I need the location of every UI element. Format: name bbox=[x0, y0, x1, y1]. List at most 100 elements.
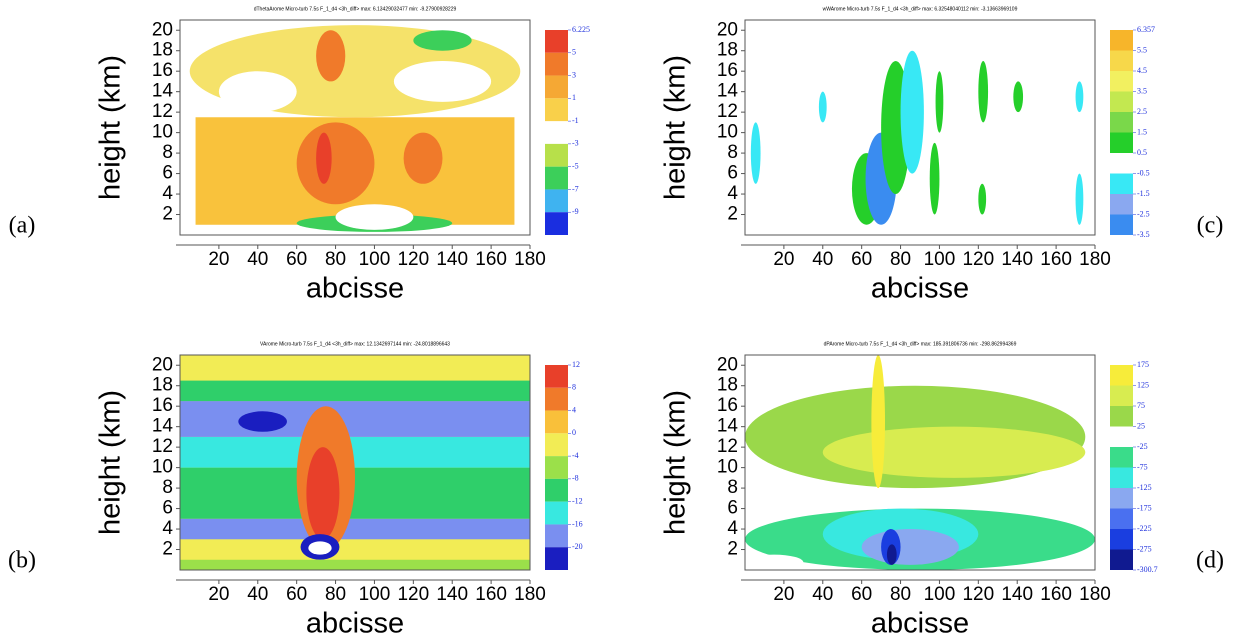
colorbar-segment bbox=[1110, 132, 1133, 153]
x-tick-label: 160 bbox=[475, 584, 507, 605]
x-tick-label: 180 bbox=[514, 584, 546, 605]
colorbar-label: -25 bbox=[1137, 442, 1148, 451]
contour-region bbox=[822, 426, 1086, 478]
y-tick-label: 18 bbox=[717, 375, 738, 396]
x-tick-label: 80 bbox=[890, 249, 911, 270]
contour-region bbox=[935, 71, 944, 133]
colorbar-label: 6.357 bbox=[1137, 25, 1155, 34]
contour-region bbox=[403, 132, 443, 184]
colorbar-segment bbox=[1110, 529, 1133, 550]
colorbar-label: 125 bbox=[1137, 380, 1149, 389]
x-tick-label: 160 bbox=[1040, 249, 1072, 270]
colorbar-segment bbox=[1110, 365, 1133, 386]
x-tick-label: 100 bbox=[359, 584, 391, 605]
y-tick-label: 12 bbox=[152, 436, 173, 457]
y-axis-label: height (km) bbox=[95, 55, 127, 200]
y-tick-label: 6 bbox=[727, 498, 738, 519]
colorbar-label: -20 bbox=[572, 542, 583, 551]
x-tick-label: 60 bbox=[851, 249, 872, 270]
colorbar-label: 12 bbox=[572, 360, 580, 369]
x-tick-label: 60 bbox=[851, 584, 872, 605]
x-tick-label: 40 bbox=[247, 249, 268, 270]
y-tick-label: 14 bbox=[152, 416, 174, 437]
x-tick-label: 80 bbox=[325, 249, 346, 270]
x-tick-label: 20 bbox=[208, 249, 229, 270]
chart-title: dThetaArome Micro-turb 7.5s F_1_d4 <3h_d… bbox=[254, 6, 457, 12]
y-tick-label: 14 bbox=[717, 81, 739, 102]
contour-region bbox=[308, 541, 332, 555]
x-tick-label: 80 bbox=[325, 584, 346, 605]
y-tick-label: 10 bbox=[152, 122, 173, 143]
x-tick-label: 120 bbox=[962, 584, 994, 605]
x-tick-label: 80 bbox=[890, 584, 911, 605]
y-tick-label: 16 bbox=[152, 60, 173, 81]
contour-region bbox=[180, 559, 530, 570]
x-tick-label: 140 bbox=[436, 584, 468, 605]
contour-region bbox=[316, 30, 346, 82]
colorbar-label: -1 bbox=[572, 116, 579, 125]
panel: dThetaArome Micro-turb 7.5s F_1_d4 <3h_d… bbox=[9, 6, 590, 304]
panel: VArome Micro-turb 7.5s F_1_d4 <3h_diff> … bbox=[8, 341, 583, 639]
panel: wWArome Micro-turb 7.5s F_1_d4 <3h_diff>… bbox=[660, 6, 1224, 304]
colorbar-label: -300.7 bbox=[1137, 565, 1158, 574]
contour-region bbox=[929, 142, 940, 215]
contour-region bbox=[296, 122, 375, 205]
x-tick-label: 60 bbox=[286, 584, 307, 605]
contour-field bbox=[745, 355, 1095, 570]
plot-frame bbox=[744, 354, 1096, 571]
colorbar-label: 0.5 bbox=[1137, 148, 1147, 157]
x-tick-label: 140 bbox=[1001, 249, 1033, 270]
x-tick-label: 120 bbox=[397, 249, 429, 270]
colorbar-segment bbox=[545, 387, 568, 411]
contour-region bbox=[818, 91, 827, 123]
x-axis-label: abcisse bbox=[306, 608, 404, 639]
colorbar-segment bbox=[545, 143, 568, 167]
panel-label: (a) bbox=[9, 213, 36, 239]
y-tick-label: 12 bbox=[152, 101, 173, 122]
colorbar-label: -9 bbox=[572, 207, 579, 216]
colorbar-segment bbox=[545, 433, 568, 457]
colorbar-label: -275 bbox=[1137, 544, 1152, 553]
colorbar-label: 25 bbox=[1137, 421, 1145, 430]
y-tick-label: 16 bbox=[152, 395, 173, 416]
colorbar-label: -225 bbox=[1137, 524, 1152, 533]
y-tick-label: 18 bbox=[152, 375, 173, 396]
panel: dPArome Micro-turb 7.5s F_1_d4 <3h_diff>… bbox=[660, 341, 1224, 639]
y-axis-label: height (km) bbox=[95, 390, 127, 535]
panel-label: (b) bbox=[8, 548, 36, 574]
colorbar-segment bbox=[545, 547, 568, 570]
x-tick-label: 180 bbox=[1079, 249, 1111, 270]
chart-title: VArome Micro-turb 7.5s F_1_d4 <3h_diff> … bbox=[260, 341, 450, 347]
contour-region bbox=[1075, 81, 1084, 113]
colorbar-segment bbox=[1110, 194, 1133, 215]
x-tick-label: 140 bbox=[1001, 584, 1033, 605]
x-axis-label: abcisse bbox=[871, 608, 969, 639]
colorbar-label: -0.5 bbox=[1137, 168, 1150, 177]
colorbar-segment bbox=[1110, 508, 1133, 529]
colorbar-segment bbox=[545, 212, 568, 235]
plot-frame bbox=[744, 19, 1096, 236]
x-tick-label: 120 bbox=[397, 584, 429, 605]
colorbar-label: 2.5 bbox=[1137, 107, 1147, 116]
colorbar-segment bbox=[1110, 91, 1133, 112]
contour-region bbox=[180, 467, 530, 519]
colorbar-label: 1.5 bbox=[1137, 127, 1147, 136]
y-axis-label: height (km) bbox=[660, 55, 692, 200]
colorbar-label: -7 bbox=[572, 184, 579, 193]
y-tick-label: 8 bbox=[727, 477, 738, 498]
x-tick-label: 20 bbox=[208, 584, 229, 605]
colorbar-segment bbox=[1110, 488, 1133, 509]
contour-region bbox=[316, 132, 332, 184]
contour-region bbox=[1075, 173, 1084, 225]
colorbar-label: 0 bbox=[572, 428, 576, 437]
colorbar-label: -1.5 bbox=[1137, 189, 1150, 198]
y-tick-label: 6 bbox=[162, 163, 173, 184]
contour-region bbox=[978, 183, 987, 215]
colorbar-segment bbox=[1110, 214, 1133, 235]
x-tick-label: 180 bbox=[1079, 584, 1111, 605]
colorbar-segment bbox=[1110, 447, 1133, 468]
y-tick-label: 18 bbox=[152, 40, 173, 61]
y-tick-label: 12 bbox=[717, 101, 738, 122]
colorbar-segment bbox=[545, 189, 568, 213]
colorbar-segment bbox=[545, 30, 568, 53]
